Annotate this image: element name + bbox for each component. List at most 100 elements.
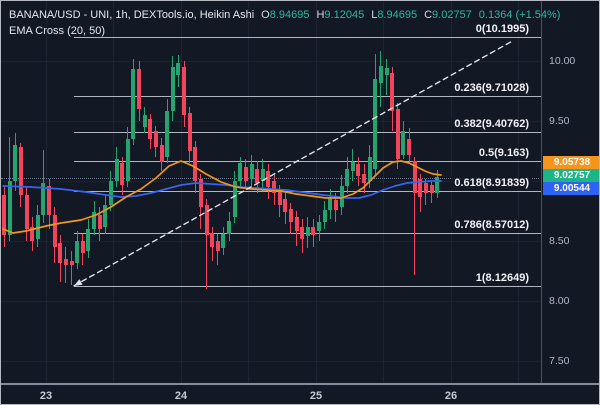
candle <box>131 69 136 139</box>
candle <box>238 163 243 181</box>
candle <box>215 241 220 251</box>
candle <box>423 183 428 193</box>
candle <box>277 190 282 205</box>
price-tick-label: 8.50 <box>549 235 570 247</box>
horizontal-gridline <box>1 301 541 302</box>
candle <box>120 163 125 185</box>
candle <box>63 259 68 265</box>
high-value: 9.12045 <box>324 9 365 21</box>
candle <box>170 67 175 112</box>
candle <box>255 169 260 184</box>
candle <box>176 63 181 76</box>
candle <box>412 160 417 193</box>
candle <box>7 181 12 235</box>
candle <box>204 205 209 235</box>
candle <box>13 145 18 181</box>
open-label: O <box>261 9 270 21</box>
candle <box>24 195 29 229</box>
candle <box>2 195 6 235</box>
candle <box>103 205 108 227</box>
candle <box>165 111 170 157</box>
candle <box>198 178 203 208</box>
candle <box>153 130 158 148</box>
time-axis[interactable]: 23 24 25 26 <box>1 383 599 404</box>
candle <box>429 184 434 193</box>
candle <box>407 139 411 155</box>
candle <box>18 147 23 196</box>
candle <box>210 232 215 247</box>
candle <box>58 243 63 263</box>
indicator-legend-ema-cross[interactable]: EMA Cross (20, 50) <box>9 25 105 37</box>
time-tick-label: 26 <box>444 390 458 402</box>
candle <box>311 226 316 235</box>
candle <box>435 177 440 193</box>
candle <box>401 130 406 155</box>
price-tag-ema-50: 9.00544 <box>543 182 599 195</box>
candle <box>148 118 153 139</box>
candle <box>266 171 271 187</box>
candle <box>305 226 310 237</box>
candle-wick <box>65 247 67 283</box>
candle <box>142 115 147 127</box>
high-label: H <box>316 9 325 21</box>
price-tag-last-price: 9.02757 <box>543 169 599 182</box>
candle-wick <box>386 58 387 95</box>
candle <box>108 181 113 205</box>
candle <box>30 226 35 241</box>
candle <box>75 241 80 263</box>
candle <box>114 159 119 181</box>
candle <box>260 169 265 181</box>
candle <box>322 209 327 222</box>
plot-area[interactable] <box>1 1 541 383</box>
candles-layer <box>1 1 541 383</box>
candle <box>288 208 293 222</box>
candle <box>47 185 51 215</box>
candle <box>328 197 333 210</box>
candle <box>227 220 231 234</box>
candle <box>384 68 389 76</box>
price-tick-label: 7.50 <box>549 355 570 367</box>
candle <box>294 217 299 232</box>
price-axis[interactable]: 10.00 9.50 8.50 8.00 7.50 9.05738 9.02757 9.005… <box>541 1 599 383</box>
candle <box>395 109 400 160</box>
symbol-title[interactable]: BANANA/USD - UNI, 1h, DEXTools.io, Heiki… <box>9 9 255 21</box>
candle <box>182 67 186 115</box>
price-tick-label: 10.00 <box>549 55 576 67</box>
fib-level-line <box>74 37 541 39</box>
candle <box>373 79 378 169</box>
candle <box>390 73 395 112</box>
candle <box>80 241 85 253</box>
candle <box>378 65 383 83</box>
candle <box>300 226 305 239</box>
candle <box>193 147 198 181</box>
candle <box>125 139 130 181</box>
low-value: 8.94695 <box>377 9 418 21</box>
price-tag-ema-20: 9.05738 <box>543 156 599 169</box>
candle <box>221 233 226 249</box>
price-tick-label: 9.50 <box>549 115 570 127</box>
candle <box>272 181 276 193</box>
candle <box>187 112 192 151</box>
candle <box>367 157 372 181</box>
close-label: C <box>424 9 433 21</box>
candle-wick <box>71 250 72 286</box>
candle <box>41 183 46 215</box>
horizontal-gridline <box>1 361 541 362</box>
candle <box>52 214 57 247</box>
candle <box>97 214 102 229</box>
candle <box>249 164 254 179</box>
candle <box>69 261 74 265</box>
time-tick-label: 23 <box>39 390 53 402</box>
candle <box>232 181 237 217</box>
candle <box>35 214 40 239</box>
candle <box>159 145 164 162</box>
price-tick-label: 8.00 <box>549 295 570 307</box>
candle <box>345 169 350 186</box>
candle <box>418 178 423 197</box>
candle <box>339 185 344 208</box>
candle <box>356 164 361 177</box>
candle <box>333 200 338 210</box>
vertical-gridline <box>518 1 519 383</box>
chart-legend[interactable]: BANANA/USD - UNI, 1h, DEXTools.io, Heiki… <box>9 8 560 23</box>
